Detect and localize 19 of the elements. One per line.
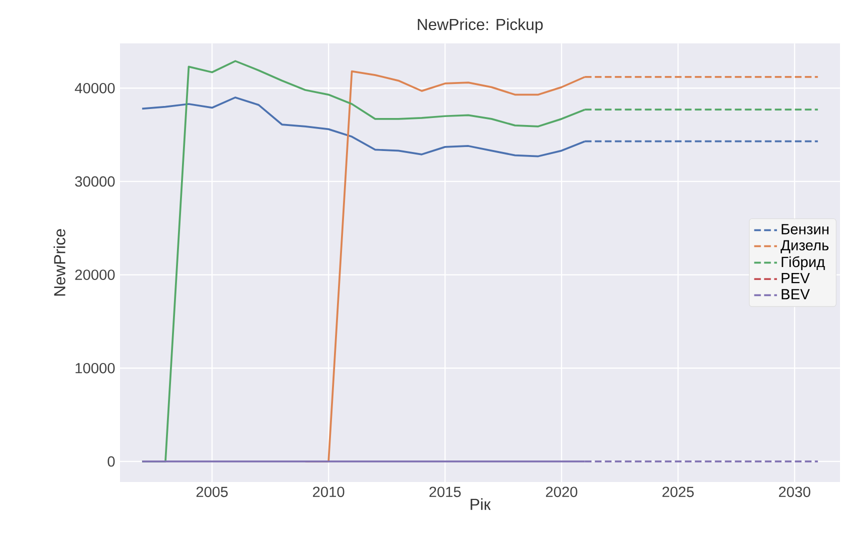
y-tick-label: 30000 <box>75 176 115 187</box>
chart-title: NewPrice: Pickup <box>418 18 543 34</box>
x-tick-label: 2015 <box>429 486 461 498</box>
y-axis-title: NewPrice <box>54 229 66 296</box>
x-tick-label: 2005 <box>196 486 228 498</box>
x-axis-title: Рік <box>470 498 491 510</box>
legend-label: BEV <box>782 289 810 300</box>
y-tick-label: 40000 <box>74 82 115 94</box>
y-tick-label: 20000 <box>75 270 115 280</box>
y-tick-label: 10000 <box>76 362 115 374</box>
legend-label: PEV <box>782 273 810 284</box>
legend-label: Гібрид <box>782 256 825 270</box>
x-tick-label: 2030 <box>778 486 810 498</box>
legend-label: Бензин <box>782 224 828 234</box>
legend-label: Дизель <box>780 240 828 254</box>
y-tick-label: 0 <box>108 456 115 467</box>
x-tick-label: 2010 <box>312 486 344 498</box>
x-tick-label: 2020 <box>546 486 578 498</box>
x-tick-label: 2025 <box>662 486 694 498</box>
